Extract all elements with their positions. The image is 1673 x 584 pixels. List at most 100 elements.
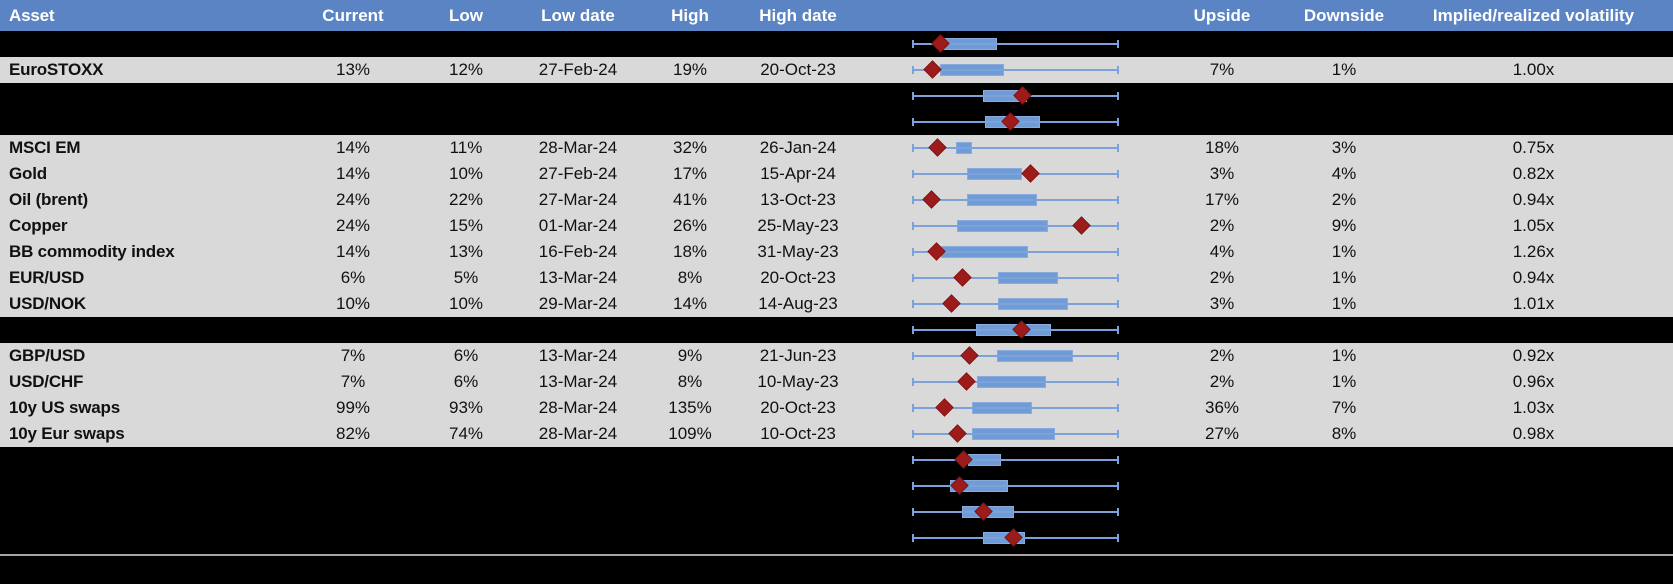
whisker-right-cap — [1117, 274, 1119, 282]
upside-cell — [1150, 83, 1294, 109]
table-body: EuroSTOXX 13% 12% 27-Feb-24 19% 20-Oct-2… — [0, 31, 1673, 551]
low-date-cell: 27-Mar-24 — [538, 190, 618, 209]
range-plot-cell — [856, 447, 1150, 473]
low-cell: 6% — [453, 372, 479, 391]
range-whisker — [913, 225, 1118, 227]
current-cell — [290, 473, 416, 499]
implied-realized-cell — [1394, 109, 1673, 135]
whisker-right-cap — [1117, 430, 1119, 438]
low-date-cell: 16-Feb-24 — [538, 242, 618, 261]
low-cell: 5% — [453, 268, 479, 287]
whisker-left-cap — [912, 196, 914, 204]
low-date-cell: 13-Mar-24 — [538, 372, 618, 391]
low-cell — [416, 525, 516, 551]
downside-cell — [1294, 499, 1394, 525]
whisker-left-cap — [912, 144, 914, 152]
asset-name-cell — [0, 447, 290, 473]
high-date-cell: 31-May-23 — [757, 242, 839, 261]
high-date-cell: 20-Oct-23 — [760, 60, 836, 79]
range-whisker — [913, 459, 1118, 461]
whisker-left-cap — [912, 508, 914, 516]
table-row: Gold 14% 10% 27-Feb-24 17% 15-Apr-24 3% … — [0, 161, 1673, 187]
low-date-cell — [516, 109, 640, 135]
range-plot-cell — [856, 135, 1150, 161]
implied-realized-cell: 0.82x — [1512, 164, 1555, 183]
implied-realized-cell — [1394, 31, 1673, 57]
whisker-right-cap — [1117, 222, 1119, 230]
upside-cell — [1150, 317, 1294, 343]
upside-cell: 17% — [1204, 190, 1240, 209]
low-date-cell — [516, 447, 640, 473]
asset-name-cell — [0, 31, 290, 57]
implied-realized-cell — [1394, 473, 1673, 499]
high-cell: 135% — [668, 398, 712, 417]
upside-cell: 2% — [1209, 268, 1235, 287]
asset-name-cell: Gold — [9, 164, 47, 183]
range-plot-cell — [856, 31, 1150, 57]
upside-cell — [1150, 499, 1294, 525]
range-whisker — [913, 433, 1118, 435]
downside-cell: 7% — [1331, 398, 1357, 417]
implied-realized-cell: 1.26x — [1512, 242, 1555, 261]
whisker-left-cap — [912, 404, 914, 412]
downside-cell — [1294, 525, 1394, 551]
range-plot-cell — [856, 291, 1150, 317]
whisker-left-cap — [912, 378, 914, 386]
whisker-right-cap — [1117, 404, 1119, 412]
table-row — [0, 31, 1673, 57]
upside-cell — [1150, 31, 1294, 57]
high-date-cell: 15-Apr-24 — [760, 164, 836, 183]
low-date-cell: 13-Mar-24 — [538, 268, 618, 287]
implied-realized-cell: 0.98x — [1512, 424, 1555, 443]
whisker-left-cap — [912, 170, 914, 178]
table-row — [0, 499, 1673, 525]
downside-cell — [1294, 473, 1394, 499]
low-date-cell: 28-Mar-24 — [538, 424, 618, 443]
high-date-cell — [740, 83, 856, 109]
upside-cell: 7% — [1209, 60, 1235, 79]
current-cell: 10% — [335, 294, 371, 313]
low-date-cell: 29-Mar-24 — [538, 294, 618, 313]
low-cell: 10% — [448, 294, 484, 313]
upside-cell — [1150, 525, 1294, 551]
high-date-cell: 20-Oct-23 — [760, 398, 836, 417]
implied-realized-cell: 1.01x — [1512, 294, 1555, 313]
upside-cell: 4% — [1209, 242, 1235, 261]
downside-cell: 2% — [1331, 190, 1357, 209]
downside-cell: 1% — [1331, 268, 1357, 287]
whisker-right-cap — [1117, 92, 1119, 100]
downside-cell: 8% — [1331, 424, 1357, 443]
implied-realized-cell: 0.92x — [1512, 346, 1555, 365]
current-cell: 13% — [335, 60, 371, 79]
low-cell: 10% — [448, 164, 484, 183]
downside-cell — [1294, 31, 1394, 57]
high-date-cell — [740, 525, 856, 551]
implied-realized-cell — [1394, 447, 1673, 473]
table-row: 10y Eur swaps 82% 74% 28-Mar-24 109% 10-… — [0, 421, 1673, 447]
table-row: GBP/USD 7% 6% 13-Mar-24 9% 21-Jun-23 2% … — [0, 343, 1673, 369]
range-whisker — [913, 303, 1118, 305]
downside-cell: 4% — [1331, 164, 1357, 183]
whisker-left-cap — [912, 534, 914, 542]
low-date-cell: 27-Feb-24 — [538, 164, 618, 183]
upside-cell: 2% — [1209, 346, 1235, 365]
range-whisker — [913, 147, 1118, 149]
downside-cell — [1294, 109, 1394, 135]
whisker-left-cap — [912, 222, 914, 230]
whisker-right-cap — [1117, 508, 1119, 516]
high-cell — [640, 447, 740, 473]
header-high-date: High date — [759, 6, 837, 25]
whisker-left-cap — [912, 274, 914, 282]
low-date-cell: 01-Mar-24 — [538, 216, 618, 235]
asset-name-cell: GBP/USD — [9, 346, 86, 365]
current-cell: 14% — [335, 164, 371, 183]
whisker-right-cap — [1117, 118, 1119, 126]
table-header: Asset Current Low Low date High High dat… — [0, 0, 1673, 31]
current-cell — [290, 447, 416, 473]
high-cell — [640, 317, 740, 343]
current-cell: 24% — [335, 190, 371, 209]
whisker-right-cap — [1117, 196, 1119, 204]
low-cell — [416, 317, 516, 343]
table-row — [0, 83, 1673, 109]
